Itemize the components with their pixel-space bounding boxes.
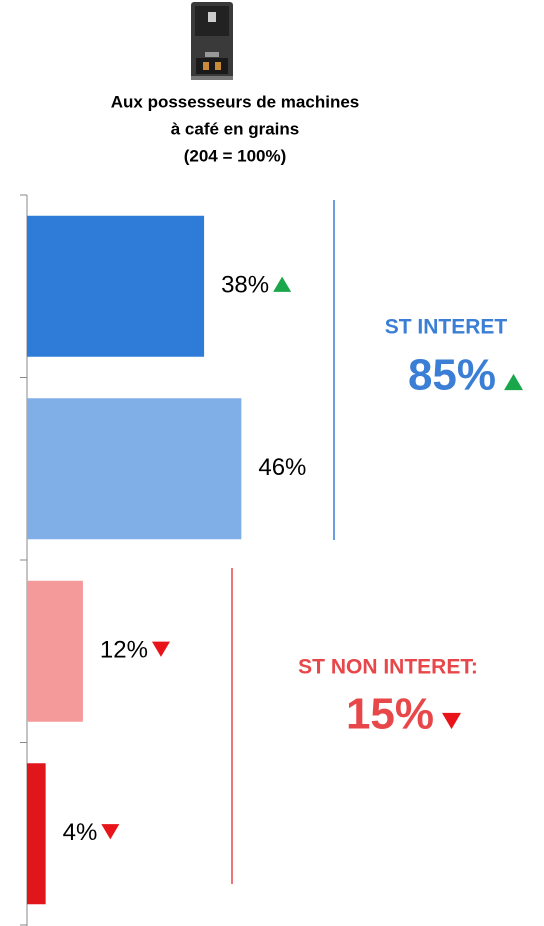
bar <box>27 398 242 540</box>
value-label: 38% <box>221 272 269 299</box>
bar <box>27 580 83 722</box>
trend-arrow <box>504 373 524 391</box>
bar <box>27 215 205 357</box>
title-line: Aux possesseurs de machines <box>111 92 360 111</box>
title-line: à café en grains <box>171 119 300 138</box>
value-label: 46% <box>258 454 306 481</box>
bar <box>27 763 46 905</box>
group-total: 85% <box>408 351 496 400</box>
trend-arrow <box>442 712 462 730</box>
value-label: 4% <box>63 819 98 846</box>
trend-arrow <box>273 276 292 292</box>
trend-arrow <box>101 824 120 840</box>
chart-title: Aux possesseurs de machines à café en gra… <box>111 92 360 165</box>
group-total: 15% <box>346 690 434 739</box>
title-line: (204 = 100%) <box>184 146 287 165</box>
coffee-machine-icon <box>191 2 233 80</box>
trend-arrow <box>151 641 170 657</box>
group-label: ST INTERET <box>385 316 508 339</box>
value-label: 12% <box>100 637 148 664</box>
group-label: ST NON INTERET: <box>298 656 478 679</box>
